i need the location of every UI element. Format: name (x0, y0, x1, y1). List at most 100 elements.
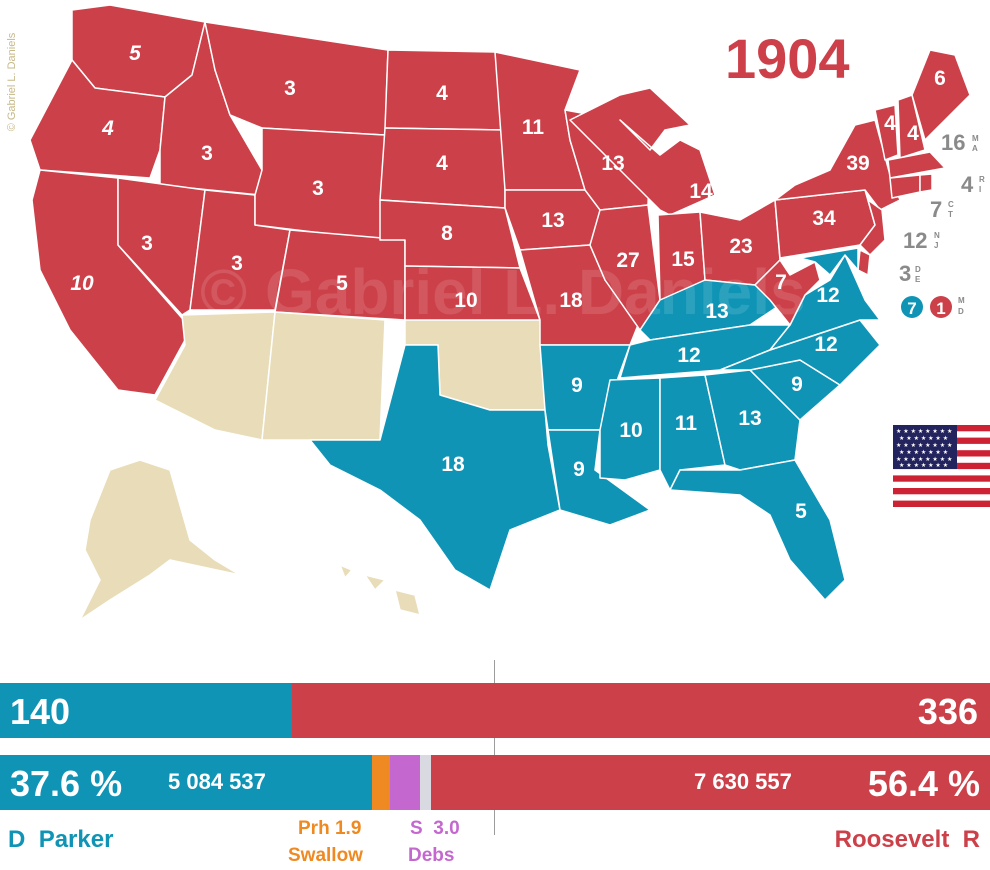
ev-mt: 3 (284, 77, 296, 100)
ev-pa: 34 (812, 207, 836, 230)
ev-ms: 10 (619, 419, 642, 442)
ev-ia: 13 (541, 209, 564, 232)
svg-text:★ ★ ★ ★ ★ ★ ★ ★: ★ ★ ★ ★ ★ ★ ★ ★ (896, 442, 952, 449)
md-rep-ev: 1 (936, 299, 945, 318)
soc-party: S (410, 818, 423, 839)
state-ct[interactable] (889, 174, 921, 199)
md-dem-ev: 7 (907, 299, 916, 318)
ev-oh: 23 (729, 235, 752, 258)
state-nh[interactable] (897, 94, 926, 159)
ev-al: 11 (675, 412, 698, 435)
ev-nd: 4 (436, 82, 448, 105)
soc-percent: 3.0 (433, 818, 460, 839)
prh-percent: 1.9 (334, 818, 362, 839)
small-state-nj: 12 N J (903, 228, 940, 253)
territory-hi (339, 564, 353, 579)
territory-hi-3 (394, 589, 421, 616)
ev-ga: 13 (738, 407, 761, 430)
state-fl[interactable] (669, 459, 846, 601)
state-ma[interactable] (887, 151, 946, 179)
ev-ut: 3 (231, 252, 243, 275)
svg-text:M: M (958, 296, 965, 305)
svg-text:★ ★ ★ ★ ★ ★ ★: ★ ★ ★ ★ ★ ★ ★ (899, 462, 948, 469)
rep-pv-votes: 7 630 557 (694, 769, 792, 794)
ev-il: 27 (616, 249, 639, 272)
svg-text:E: E (915, 275, 921, 284)
dem-candidate-label: D Parker (8, 826, 113, 854)
svg-text:3: 3 (899, 261, 911, 286)
ev-me: 6 (934, 67, 946, 90)
ev-id: 3 (201, 142, 213, 165)
rep-candidate-name: Roosevelt (834, 826, 950, 853)
svg-text:D: D (958, 307, 964, 316)
svg-text:★ ★ ★ ★ ★ ★ ★ ★: ★ ★ ★ ★ ★ ★ ★ ★ (896, 456, 952, 463)
state-vt[interactable] (874, 104, 899, 161)
dem-party-letter: D (8, 826, 26, 853)
dem-candidate-name: Parker (38, 826, 114, 853)
ev-wv: 7 (775, 271, 787, 294)
ev-co: 5 (336, 272, 348, 295)
year-title: 1904 (725, 27, 850, 90)
state-ri[interactable] (919, 173, 933, 193)
soc-label: S 3.0 (410, 818, 460, 840)
ev-ny: 39 (846, 152, 869, 175)
ev-in: 15 (671, 248, 695, 271)
small-state-ri: 4 R I (961, 172, 985, 197)
ev-la: 9 (573, 458, 585, 481)
prh-candidate-name: Swallow (288, 845, 363, 866)
ev-or: 4 (101, 117, 114, 140)
ev-nh: 4 (907, 122, 919, 145)
state-wv[interactable] (754, 259, 821, 326)
svg-text:★ ★ ★ ★ ★ ★ ★: ★ ★ ★ ★ ★ ★ ★ (899, 449, 948, 456)
svg-text:★ ★ ★ ★ ★ ★ ★: ★ ★ ★ ★ ★ ★ ★ (899, 435, 948, 442)
ev-mi: 14 (689, 180, 713, 203)
ev-mo: 18 (559, 289, 583, 312)
state-de[interactable] (857, 249, 871, 276)
state-md[interactable] (799, 247, 859, 276)
svg-text:★ ★ ★ ★ ★ ★ ★ ★: ★ ★ ★ ★ ★ ★ ★ ★ (896, 428, 952, 435)
state-tx[interactable] (309, 344, 561, 591)
rep-candidate-label: Roosevelt R (835, 826, 980, 854)
center-divider (494, 660, 495, 835)
prh-label: Prh 1.9 (298, 818, 361, 840)
rep-ev-total: 336 (917, 691, 978, 732)
electoral-vote-bar: 140 336 (0, 683, 990, 738)
ev-ca: 10 (70, 272, 94, 295)
state-me[interactable] (911, 49, 971, 141)
ev-tx: 18 (441, 453, 465, 476)
soc-pv-segment (390, 755, 420, 810)
state-nv[interactable] (117, 177, 206, 316)
dem-pv-percent: 37.6 % (10, 763, 123, 804)
us-electoral-map: 5 4 10 3 3 3 3 3 5 4 4 8 10 11 13 18 1 3 … (29, 4, 985, 621)
ev-wa: 5 (129, 42, 141, 65)
svg-text:J: J (934, 241, 938, 250)
prh-party: Prh (298, 818, 330, 839)
ev-ne: 8 (441, 222, 453, 245)
md-split-badges: 7 1 M D (901, 296, 965, 318)
ev-wi: 13 (601, 152, 624, 175)
rep-pv-segment (431, 755, 990, 810)
svg-text:I: I (979, 185, 981, 194)
svg-text:A: A (972, 144, 978, 153)
territory-ak (79, 459, 241, 621)
svg-text:T: T (948, 210, 953, 219)
ev-wy: 3 (312, 177, 324, 200)
rep-party-letter: R (962, 826, 980, 853)
ev-tn: 12 (677, 344, 700, 367)
svg-text:N: N (934, 231, 940, 240)
ev-vt: 4 (884, 112, 896, 135)
svg-text:7: 7 (930, 197, 942, 222)
small-state-ma: 16 M A (941, 130, 979, 155)
svg-text:16: 16 (941, 130, 965, 155)
ev-sd: 4 (436, 152, 448, 175)
ev-nc: 12 (814, 333, 837, 356)
ev-ks: 10 (454, 289, 477, 312)
state-or[interactable] (29, 59, 166, 179)
svg-text:R: R (979, 175, 985, 184)
ev-nv: 3 (141, 232, 153, 255)
rep-pv-percent: 56.4 % (867, 763, 980, 804)
us-flag-icon: ★ ★ ★ ★ ★ ★ ★ ★ ★ ★ ★ ★ ★ ★ ★ ★ ★ ★ ★ ★ … (893, 425, 990, 507)
dem-pv-segment (0, 755, 372, 810)
state-mi[interactable] (569, 87, 716, 216)
ev-mn: 11 (522, 116, 545, 139)
